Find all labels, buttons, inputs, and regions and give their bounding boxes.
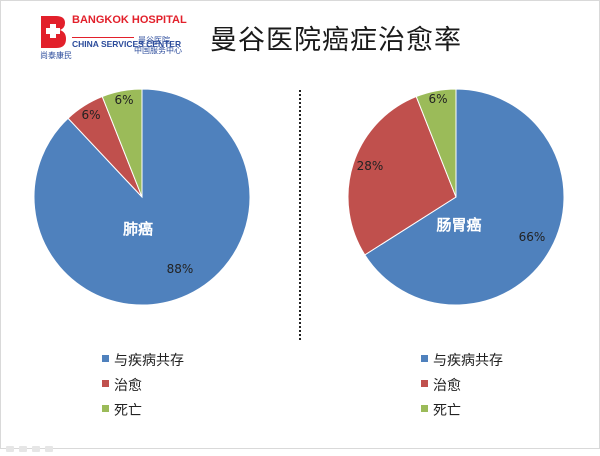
chart-divider (299, 90, 301, 340)
legend-label: 治愈 (433, 378, 461, 394)
legend-swatch (102, 355, 109, 362)
legend-label: 与疾病共存 (433, 353, 503, 369)
logo-cn-right-1: 曼谷医院 (138, 36, 170, 45)
pie-slice-1-0 (364, 88, 565, 306)
logo-cn-right-2: 中国服务中心 (134, 46, 182, 55)
legend-label: 死亡 (433, 403, 461, 419)
bangkok-hospital-logo: BANGKOK HOSPITAL CHINA SERVICES CENTER 尚… (38, 12, 188, 60)
data-label-0-0: 88% (167, 262, 194, 276)
legend-swatch (102, 405, 109, 412)
legend-swatch (421, 380, 428, 387)
slide-toolbar[interactable] (6, 437, 66, 452)
logo-name-en: BANGKOK HOSPITAL (72, 14, 187, 26)
logo-divider (72, 37, 134, 38)
logo-subtitle-en: CHINA SERVICES CENTER (72, 39, 182, 49)
data-label-1-1: 28% (357, 159, 384, 173)
hospital-cross-logo-icon (41, 16, 66, 48)
data-label-0-1: 6% (81, 108, 100, 122)
pen-icon[interactable] (19, 446, 27, 452)
menu-icon[interactable] (32, 446, 40, 452)
data-label-0-2: 6% (114, 93, 133, 107)
next-slide-icon[interactable] (45, 446, 53, 452)
legend-swatch (421, 355, 428, 362)
legend-label: 治愈 (114, 378, 142, 394)
legend-label: 与疾病共存 (114, 353, 184, 369)
chart-label-0: 肺癌 (123, 220, 153, 238)
prev-slide-icon[interactable] (6, 446, 14, 452)
data-label-1-0: 66% (519, 230, 546, 244)
data-label-1-2: 6% (428, 92, 447, 106)
pie-slice-1-2 (415, 88, 457, 198)
chart-label-1: 肠胃癌 (436, 216, 481, 234)
page-title: 曼谷医院癌症治愈率 (210, 25, 462, 56)
legend-swatch (102, 380, 109, 387)
logo-cn-left: 尚泰康民 (40, 51, 72, 60)
pie-slice-1-1 (347, 95, 457, 256)
pie-slice-0-2 (101, 88, 143, 198)
legend-label: 死亡 (114, 403, 142, 419)
legend-swatch (421, 405, 428, 412)
